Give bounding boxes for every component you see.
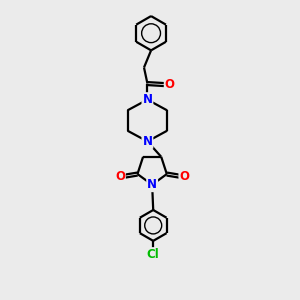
- Text: O: O: [179, 170, 189, 183]
- Text: N: N: [147, 178, 157, 191]
- Text: O: O: [115, 170, 125, 183]
- Text: Cl: Cl: [147, 248, 160, 261]
- Text: O: O: [165, 78, 175, 91]
- Text: N: N: [142, 93, 152, 106]
- Text: N: N: [142, 135, 152, 148]
